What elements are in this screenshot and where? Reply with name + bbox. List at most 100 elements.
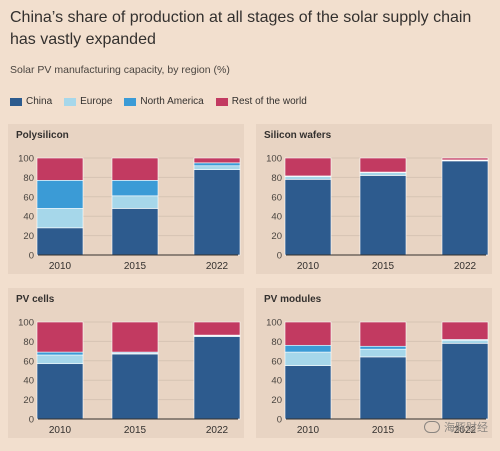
y-tick-label: 80 (271, 337, 282, 348)
x-tick-label: 2022 (454, 425, 477, 436)
y-tick-label: 100 (266, 318, 282, 329)
x-tick-label: 2015 (372, 425, 395, 436)
y-tick-label: 80 (23, 337, 34, 348)
bar-segment (359, 345, 407, 350)
x-tick-label: 2010 (297, 425, 320, 436)
chart-svg: 0 20 40 60 80 100 2010 2015 2022 (18, 154, 241, 272)
y-tick-label: 0 (29, 251, 34, 262)
wechat-icon (424, 421, 440, 433)
chart-svg: 0 20 40 60 80 100 2010 2015 2022 (18, 318, 241, 436)
bar-segment (111, 208, 159, 256)
y-tick-label: 0 (277, 415, 282, 426)
legend-swatch-europe (64, 97, 77, 106)
legend-swatch-rest-of-world (215, 97, 228, 106)
x-tick-label: 2015 (124, 425, 147, 436)
bar-segment (193, 336, 241, 420)
y-tick-label: 100 (18, 318, 34, 329)
legend-label: Europe (80, 96, 113, 107)
y-tick-label: 100 (18, 154, 34, 165)
bar-segment (111, 353, 159, 420)
bar-segment (284, 176, 332, 180)
legend-item-north-america: North America (124, 96, 204, 107)
panel-title: PV cells (16, 294, 55, 305)
bar-segment (359, 356, 407, 420)
bar-segment (111, 195, 159, 209)
x-tick-label: 2010 (297, 261, 320, 272)
bar-segment (193, 157, 241, 164)
bar-segment (441, 160, 489, 256)
y-tick-label: 60 (23, 356, 34, 367)
bar-segment (193, 169, 241, 256)
y-tick-label: 80 (23, 173, 34, 184)
y-tick-label: 40 (23, 376, 34, 387)
bar-segment (111, 180, 159, 197)
x-tick-label: 2010 (49, 425, 72, 436)
x-tick-label: 2015 (124, 261, 147, 272)
y-tick-label: 0 (29, 415, 34, 426)
chart-subtitle: Solar PV manufacturing capacity, by regi… (10, 64, 230, 76)
legend: China Europe North America Rest of the w… (10, 96, 307, 107)
y-tick-label: 0 (277, 251, 282, 262)
bar-segment (36, 351, 84, 356)
y-tick-label: 100 (266, 154, 282, 165)
panel-polysilicon: 0 20 40 60 80 100 2010 2015 2022 Polysilicon (8, 124, 244, 274)
bar-segment (36, 208, 84, 229)
bar-segment (111, 321, 159, 353)
y-tick-label: 40 (271, 376, 282, 387)
y-tick-label: 60 (271, 192, 282, 203)
legend-swatch-north-america (124, 97, 137, 106)
bar-segment (36, 321, 84, 353)
bar-segment (284, 365, 332, 420)
y-tick-label: 20 (23, 231, 34, 242)
y-tick-label: 80 (271, 173, 282, 184)
chart-svg: 0 20 40 60 80 100 2010 2015 2022 (266, 318, 489, 436)
bar-segment (359, 348, 407, 358)
legend-item-europe: Europe (64, 96, 112, 107)
x-tick-label: 2010 (49, 261, 72, 272)
panel-title: Polysilicon (16, 130, 69, 141)
bar-segment (111, 157, 159, 181)
panel-title: PV modules (264, 294, 322, 305)
y-tick-label: 20 (271, 231, 282, 242)
watermark-text: 海豚财经 (444, 422, 488, 434)
legend-swatch-china (10, 97, 22, 106)
bar-segment (359, 321, 407, 347)
bar-segment (359, 175, 407, 256)
bar-segment (36, 227, 84, 256)
bar-segment (284, 344, 332, 353)
bar-segment (284, 321, 332, 346)
bar-segment (193, 165, 241, 170)
legend-label: Rest of the world (231, 96, 307, 107)
legend-item-rest-of-world: Rest of the world (215, 96, 307, 107)
panel-pv-modules: 0 20 40 60 80 100 2010 2015 2022 PV modules (256, 288, 492, 438)
bar-segment (36, 354, 84, 365)
bar-segment (193, 321, 241, 336)
panel-silicon-wafers: 0 20 40 60 80 100 2010 2015 2022 Silicon wafers (256, 124, 492, 274)
x-tick-label: 2022 (206, 425, 229, 436)
chart-svg: 0 20 40 60 80 100 2010 2015 2022 (266, 154, 489, 272)
y-tick-label: 40 (23, 212, 34, 223)
bar-segment (441, 321, 489, 340)
y-tick-label: 60 (23, 192, 34, 203)
panel-title: Silicon wafers (264, 130, 332, 141)
x-tick-label: 2015 (372, 261, 395, 272)
bar-segment (441, 343, 489, 420)
legend-label: North America (140, 96, 204, 107)
chart-title: China’s share of production at all stage… (10, 9, 472, 48)
y-tick-label: 40 (271, 212, 282, 223)
bar-segment (36, 363, 84, 420)
bar-segment (284, 179, 332, 256)
bar-segment (284, 157, 332, 177)
bar-segment (359, 172, 407, 176)
y-tick-label: 60 (271, 356, 282, 367)
x-tick-label: 2022 (206, 261, 229, 272)
bar-segment (36, 180, 84, 209)
legend-label: China (26, 96, 53, 107)
y-tick-label: 20 (23, 395, 34, 406)
y-tick-label: 20 (271, 395, 282, 406)
x-tick-label: 2022 (454, 261, 477, 272)
legend-item-china: China (10, 96, 52, 107)
bar-segment (441, 340, 489, 344)
bar-segment (441, 157, 489, 161)
panel-pv-cells: 0 20 40 60 80 100 2010 2015 2022 PV cells (8, 288, 244, 438)
